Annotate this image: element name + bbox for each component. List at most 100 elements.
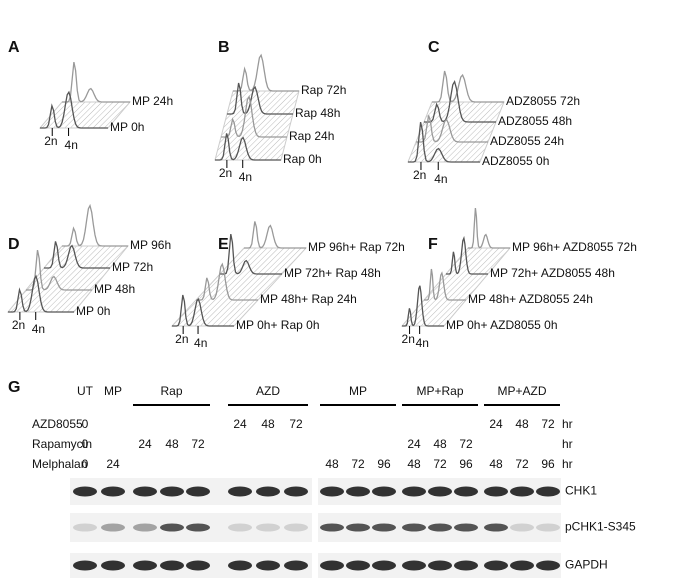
trace-label: MP 0h xyxy=(76,304,110,318)
histogram-trace xyxy=(196,262,258,301)
blot-band xyxy=(536,523,560,532)
blot-band xyxy=(228,523,252,532)
axis-label: 2n xyxy=(402,332,415,346)
blot-band xyxy=(186,486,210,497)
trace-label: MP 72h+ Rap 48h xyxy=(284,266,381,280)
axis-label: 4n xyxy=(416,336,429,350)
group-label: MP+AZD xyxy=(497,384,546,398)
blot-band xyxy=(346,523,370,532)
panel-letter: C xyxy=(428,39,440,56)
axis-label: 4n xyxy=(239,170,252,184)
trace-label: ADZ8055 72h xyxy=(506,94,580,108)
histogram-trace xyxy=(8,274,74,313)
trace-label: Rap 72h xyxy=(301,83,346,97)
blot-band xyxy=(320,560,344,571)
blot-band xyxy=(284,486,308,497)
histogram-trace xyxy=(424,80,496,123)
panel-letter: D xyxy=(8,236,20,253)
panel-letter: A xyxy=(8,39,20,56)
blot-band xyxy=(133,560,157,571)
trace-label: Rap 24h xyxy=(289,129,334,143)
panel-letter: G xyxy=(8,379,20,396)
blot-band xyxy=(101,523,125,532)
blot-band xyxy=(536,486,560,497)
histogram-trace xyxy=(227,82,293,115)
trace-label: ADZ8055 24h xyxy=(490,134,564,148)
blot-band xyxy=(484,560,508,571)
group-label: MP+Rap xyxy=(416,384,463,398)
blot-band xyxy=(372,486,396,497)
band-label: GAPDH xyxy=(565,558,608,572)
row-value: 96 xyxy=(377,457,391,471)
trace-label: ADZ8055 48h xyxy=(498,114,572,128)
row-label: AZD8055 xyxy=(32,417,83,431)
histogram-trace xyxy=(44,241,110,269)
blot-band xyxy=(346,560,370,571)
histogram-trace xyxy=(432,70,504,103)
row-value: 72 xyxy=(459,437,473,451)
trace-label: MP 48h+ AZD8055 24h xyxy=(468,292,593,306)
blot-band xyxy=(428,523,452,532)
plane xyxy=(400,247,512,327)
plane xyxy=(214,90,300,161)
axis-label: 4n xyxy=(434,172,447,186)
row-value: 24 xyxy=(407,437,421,451)
axis-label: 2n xyxy=(219,166,232,180)
panel-letter: F xyxy=(428,236,438,253)
group-label: UT xyxy=(77,384,94,398)
histogram-trace xyxy=(215,133,281,161)
trace-label: MP 96h+ AZD8055 72h xyxy=(512,240,637,254)
plane xyxy=(170,247,308,327)
histogram-trace xyxy=(62,203,128,247)
blot-band xyxy=(402,523,426,532)
blot-band xyxy=(346,486,370,497)
histogram-trace xyxy=(233,53,299,92)
trace-label: MP 96h+ Rap 72h xyxy=(308,240,405,254)
axis-label: 2n xyxy=(44,134,57,148)
trace-label: MP 72h+ AZD8055 48h xyxy=(490,266,615,280)
row-value: 48 xyxy=(489,457,503,471)
histogram-trace xyxy=(26,249,92,291)
histogram-trace xyxy=(244,221,306,249)
histogram-trace xyxy=(424,268,466,301)
row-unit: hr xyxy=(562,457,573,471)
blot-band xyxy=(186,560,210,571)
row-value: 72 xyxy=(289,417,303,431)
row-value: 48 xyxy=(407,457,421,471)
trace-label: Rap 48h xyxy=(295,106,340,120)
blot-band xyxy=(228,486,252,497)
row-value: 48 xyxy=(261,417,275,431)
row-value: 96 xyxy=(541,457,555,471)
row-label: Melphalan xyxy=(32,457,87,471)
row-value: 24 xyxy=(106,457,120,471)
trace-label: Rap 0h xyxy=(283,152,322,166)
blot-band xyxy=(73,560,97,571)
blot-band xyxy=(510,523,534,532)
band-label: CHK1 xyxy=(565,484,597,498)
blot-band xyxy=(428,560,452,571)
axis-label: 2n xyxy=(413,168,426,182)
row-value: 48 xyxy=(515,417,529,431)
blot-band xyxy=(510,560,534,571)
histogram-trace xyxy=(40,90,108,129)
row-value: 0 xyxy=(82,417,89,431)
blot-band xyxy=(372,560,396,571)
row-value: 24 xyxy=(233,417,247,431)
blot-band xyxy=(228,560,252,571)
blot-band xyxy=(160,523,184,532)
histogram-trace xyxy=(221,94,287,138)
trace-label: MP 0h+ Rap 0h xyxy=(236,318,320,332)
blot-band xyxy=(510,486,534,497)
blot-band xyxy=(536,560,560,571)
row-value: 0 xyxy=(82,457,89,471)
histogram-trace xyxy=(468,208,510,249)
trace-label: MP 72h xyxy=(112,260,153,274)
row-value: 72 xyxy=(515,457,529,471)
trace-label: MP 48h+ Rap 24h xyxy=(260,292,357,306)
blot-band xyxy=(428,486,452,497)
blot-band xyxy=(320,486,344,497)
blot-band xyxy=(484,486,508,497)
histogram-trace xyxy=(446,235,488,275)
group-label: Rap xyxy=(160,384,182,398)
blot-band xyxy=(186,523,210,532)
